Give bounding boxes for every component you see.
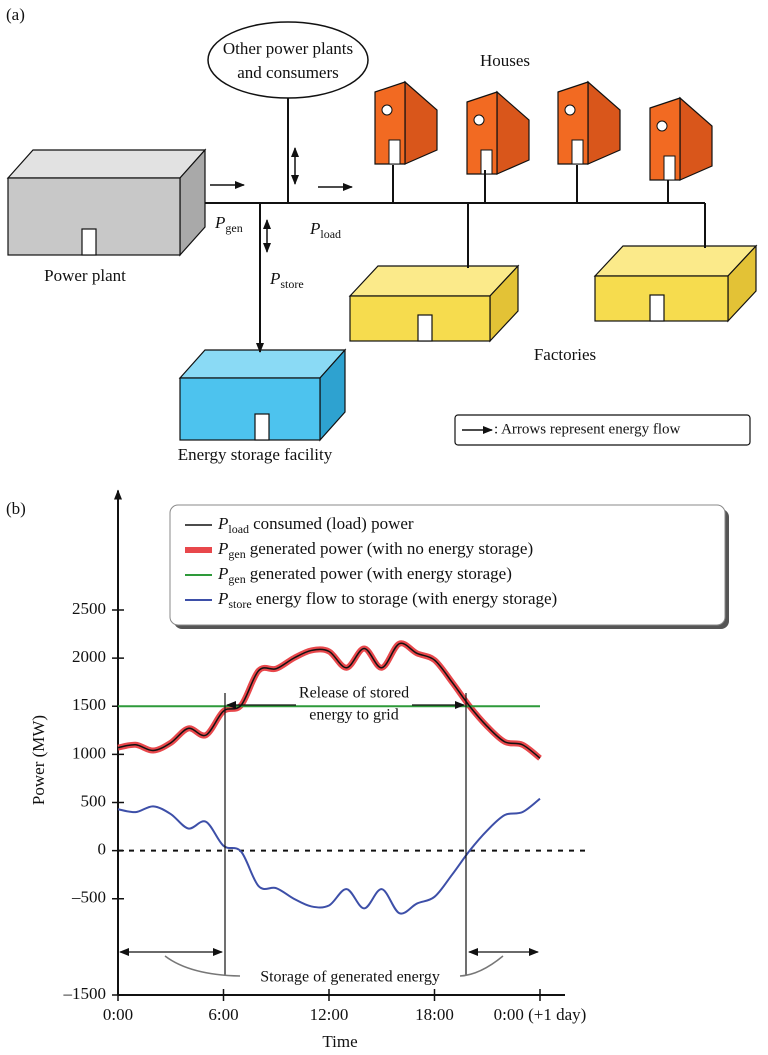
legend-entry: Pstore energy flow to storage (with energ… xyxy=(217,589,557,611)
series-line xyxy=(118,799,540,914)
houses-label: Houses xyxy=(480,51,530,70)
symbol: P xyxy=(214,213,225,232)
other-plants-node xyxy=(208,22,368,98)
legend-subscript: store xyxy=(228,597,251,611)
annotation-curve xyxy=(165,956,240,976)
y-tick-label: 2000 xyxy=(72,647,106,666)
y-tick-label: 0 xyxy=(98,840,107,859)
factory-door xyxy=(650,295,664,321)
legend-entry: Pgen generated power (with no energy stor… xyxy=(217,539,533,561)
panel-label: (b) xyxy=(6,499,26,518)
factory-top xyxy=(350,266,518,296)
legend-name: generated power (with no energy storage) xyxy=(250,539,533,558)
house-window xyxy=(657,121,667,131)
y-tick-label: 1500 xyxy=(72,695,106,714)
house-door xyxy=(572,140,583,164)
storage-front xyxy=(180,378,320,440)
legend-name: energy flow to storage (with energy stor… xyxy=(256,589,558,608)
legend-symbol: P xyxy=(217,539,228,558)
y-tick-label: 2500 xyxy=(72,599,106,618)
p-load-label: Pload xyxy=(309,219,341,241)
factories-label: Factories xyxy=(534,345,596,364)
house-side xyxy=(405,82,437,164)
house-window xyxy=(474,115,484,125)
storage-door xyxy=(255,414,269,440)
subscript: gen xyxy=(225,221,242,235)
storage-top xyxy=(180,350,345,378)
house-door xyxy=(481,150,492,174)
x-tick-label: 0:00 xyxy=(103,1005,133,1024)
figure: (a) Other power plants and consumers Hou… xyxy=(0,0,768,1055)
house-door xyxy=(389,140,400,164)
x-tick-label: 6:00 xyxy=(208,1005,238,1024)
subscript: load xyxy=(320,227,341,241)
legend-symbol: P xyxy=(217,564,228,583)
panel-label: (a) xyxy=(6,5,25,24)
house-window xyxy=(565,105,575,115)
node-label: and consumers xyxy=(237,63,339,82)
annotation: Storage of generated energy xyxy=(260,969,440,986)
x-tick-label: 0:00 (+1 day) xyxy=(494,1005,587,1024)
legend-subscript: gen xyxy=(228,547,245,561)
legend-subscript: gen xyxy=(228,572,245,586)
storage-label: Energy storage facility xyxy=(178,445,333,464)
x-tick-label: 18:00 xyxy=(415,1005,454,1024)
p-store-label: Pstore xyxy=(269,269,304,291)
legend-symbol: P xyxy=(217,589,228,608)
annotation: Release of stored xyxy=(299,685,409,702)
power-plant-label: Power plant xyxy=(44,266,126,285)
y-axis-label: Power (MW) xyxy=(29,715,48,805)
annotation: energy to grid xyxy=(309,707,398,724)
subscript: store xyxy=(280,277,303,291)
y-tick-label: –1500 xyxy=(63,984,107,1003)
power-plant-top xyxy=(8,150,205,178)
y-tick-label: 1000 xyxy=(72,743,106,762)
power-plant-door xyxy=(82,229,96,255)
legend-name: generated power (with energy storage) xyxy=(250,564,512,583)
house-door xyxy=(664,156,675,180)
symbol: P xyxy=(309,219,320,238)
y-tick-label: 500 xyxy=(81,791,107,810)
x-axis-label: Time xyxy=(322,1032,357,1051)
legend-subscript: load xyxy=(228,522,249,536)
plot: –1500 –500 0 500 1000 1500 2000 2500 0:00 6:00 12:… xyxy=(29,491,729,1051)
legend-symbol: P xyxy=(217,514,228,533)
house-window xyxy=(382,105,392,115)
house-side xyxy=(588,82,620,164)
factory-door xyxy=(418,315,432,341)
y-tick-label: –500 xyxy=(71,888,106,907)
diagram-shapes xyxy=(8,82,756,440)
house-side xyxy=(497,92,529,174)
legend-name: consumed (load) power xyxy=(253,514,414,533)
node-label: Other power plants xyxy=(223,39,353,58)
p-gen-label: Pgen xyxy=(214,213,243,235)
symbol: P xyxy=(269,269,280,288)
house-side xyxy=(680,98,712,180)
legend-text: : Arrows represent energy flow xyxy=(494,421,681,437)
legend-entry: Pgen generated power (with energy storage… xyxy=(217,564,512,586)
x-tick-label: 12:00 xyxy=(310,1005,349,1024)
